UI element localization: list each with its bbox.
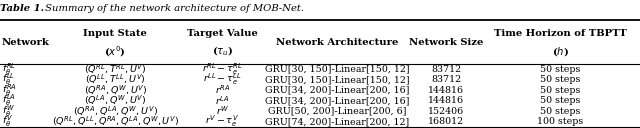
Text: 83712: 83712 xyxy=(431,65,461,74)
Text: $r^{RL} - \tau_e^{RL}$: $r^{RL} - \tau_e^{RL}$ xyxy=(202,62,243,77)
Text: 50 steps: 50 steps xyxy=(540,96,580,105)
Text: $r^{LL} - \tau_e^{LL}$: $r^{LL} - \tau_e^{LL}$ xyxy=(203,72,242,87)
Text: Time Horizon of TBPTT: Time Horizon of TBPTT xyxy=(493,29,627,38)
Text: 100 steps: 100 steps xyxy=(537,117,583,126)
Text: Target Value: Target Value xyxy=(187,29,258,38)
Text: $(Q^{LL}, T^{LL}, U^V)$: $(Q^{LL}, T^{LL}, U^V)$ xyxy=(85,73,145,87)
Text: 168012: 168012 xyxy=(428,117,465,126)
Text: $f_\theta^{LL}$: $f_\theta^{LL}$ xyxy=(2,72,15,87)
Text: Network Architecture: Network Architecture xyxy=(276,38,399,47)
Text: $(Q^{RA}, Q^W, U^V)$: $(Q^{RA}, Q^W, U^V)$ xyxy=(83,83,147,97)
Text: 144816: 144816 xyxy=(428,96,465,105)
Text: GRU[30, 150]-Linear[150, 12]: GRU[30, 150]-Linear[150, 12] xyxy=(266,65,410,74)
Text: GRU[50, 200]-Linear[200, 6]: GRU[50, 200]-Linear[200, 6] xyxy=(268,106,407,116)
Text: 50 steps: 50 steps xyxy=(540,106,580,116)
Text: 144816: 144816 xyxy=(428,86,465,95)
Text: Summary of the network architecture of MOB-Net.: Summary of the network architecture of M… xyxy=(42,4,303,13)
Text: $f_\theta^{RL}$: $f_\theta^{RL}$ xyxy=(2,62,16,77)
Text: $f_\theta^{V}$: $f_\theta^{V}$ xyxy=(2,114,13,128)
Text: 50 steps: 50 steps xyxy=(540,65,580,74)
Text: Table 1.: Table 1. xyxy=(0,4,44,13)
Text: 152406: 152406 xyxy=(428,106,465,116)
Text: $r^{LA}$: $r^{LA}$ xyxy=(215,94,230,107)
Text: 83712: 83712 xyxy=(431,75,461,84)
Text: GRU[34, 200]-Linear[200, 16]: GRU[34, 200]-Linear[200, 16] xyxy=(266,96,410,105)
Text: $r^V - \tau_e^V$: $r^V - \tau_e^V$ xyxy=(205,114,239,128)
Text: $r^W$: $r^W$ xyxy=(216,105,229,117)
Text: ($h$): ($h$) xyxy=(552,45,568,58)
Text: 50 steps: 50 steps xyxy=(540,75,580,84)
Text: GRU[34, 200]-Linear[200, 16]: GRU[34, 200]-Linear[200, 16] xyxy=(266,86,410,95)
Text: ($\tau_u$): ($\tau_u$) xyxy=(212,44,233,58)
Text: Network Size: Network Size xyxy=(409,38,484,47)
Text: $(Q^{RL}, T^{RL}, U^V)$: $(Q^{RL}, T^{RL}, U^V)$ xyxy=(84,62,147,76)
Text: Input State: Input State xyxy=(83,29,147,38)
Text: $(Q^{LA}, Q^W, U^V)$: $(Q^{LA}, Q^W, U^V)$ xyxy=(84,94,147,107)
Text: ($x^0$): ($x^0$) xyxy=(104,44,126,59)
Text: Network: Network xyxy=(2,38,50,47)
Text: $r^{RA}$: $r^{RA}$ xyxy=(215,84,230,96)
Text: $(Q^{RA}, Q^{LA}, Q^W, U^V)$: $(Q^{RA}, Q^{LA}, Q^W, U^V)$ xyxy=(73,104,157,118)
Text: $(Q^{RL}, Q^{LL}, Q^{RA}, Q^{LA}, Q^W, U^V)$: $(Q^{RL}, Q^{LL}, Q^{RA}, Q^{LA}, Q^W, U… xyxy=(52,115,179,128)
Text: $f_\theta^{RA}$: $f_\theta^{RA}$ xyxy=(2,83,17,98)
Text: $f_\theta^{LA}$: $f_\theta^{LA}$ xyxy=(2,93,16,108)
Text: 50 steps: 50 steps xyxy=(540,86,580,95)
Text: $f_\theta^{W}$: $f_\theta^{W}$ xyxy=(2,103,15,119)
Text: GRU[74, 200]-Linear[200, 12]: GRU[74, 200]-Linear[200, 12] xyxy=(266,117,410,126)
Text: GRU[30, 150]-Linear[150, 12]: GRU[30, 150]-Linear[150, 12] xyxy=(266,75,410,84)
